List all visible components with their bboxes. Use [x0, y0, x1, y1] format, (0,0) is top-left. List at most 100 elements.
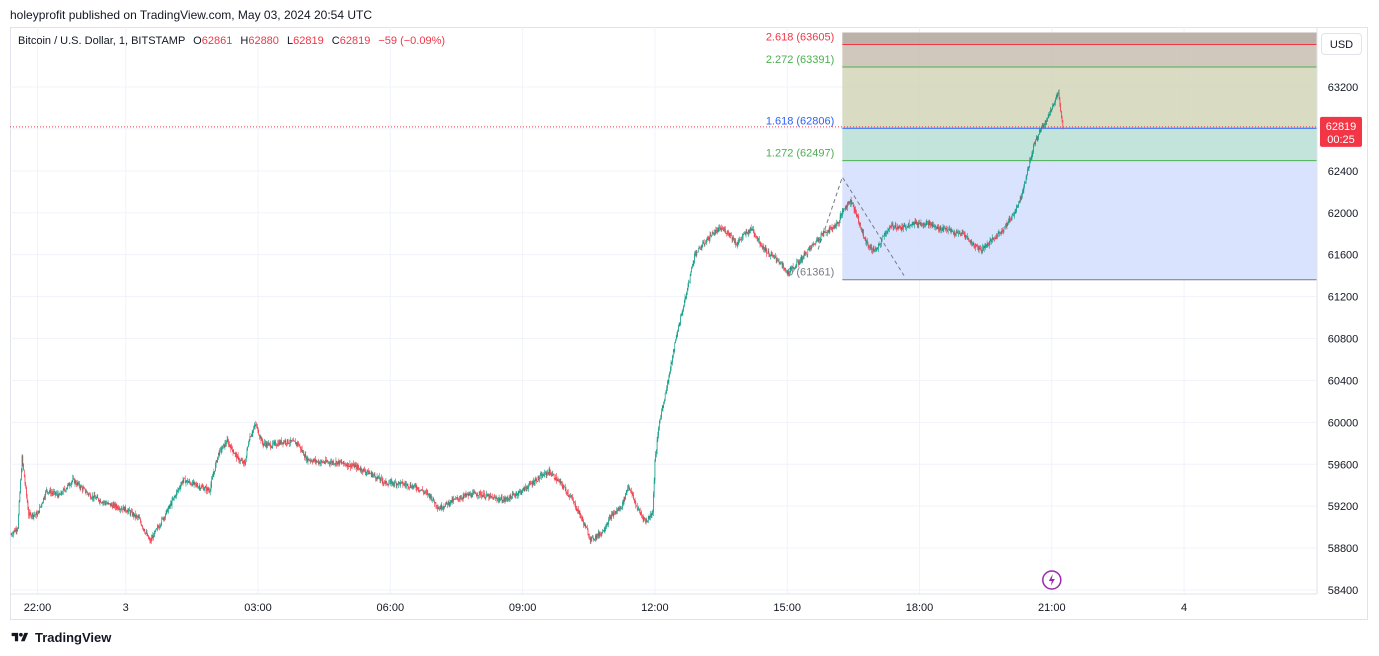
candle-body: [245, 455, 247, 462]
candle-body: [291, 440, 293, 442]
candle-body: [843, 209, 845, 211]
candle-body: [140, 518, 141, 522]
candle-body: [550, 474, 552, 476]
tradingview-footer[interactable]: TradingView: [10, 630, 111, 645]
candle-body: [470, 493, 472, 497]
candle-body: [914, 221, 916, 224]
candle-body: [829, 227, 831, 232]
candle-body: [238, 457, 240, 462]
candle-body: [936, 226, 937, 229]
candle-body: [552, 474, 554, 476]
candle-body: [775, 257, 777, 260]
candle-body: [917, 223, 919, 226]
candle-body: [73, 478, 75, 484]
fib-zone: [842, 66, 1317, 129]
candle-body: [141, 525, 143, 527]
candle-body: [183, 478, 185, 481]
candle-body: [268, 443, 270, 444]
candle-body: [1003, 227, 1005, 230]
candle-body: [702, 243, 703, 247]
candle-body: [811, 245, 812, 250]
candle-body: [896, 227, 898, 229]
candle-body: [537, 476, 539, 482]
price-chart[interactable]: 2.618 (63605) 2.272 (63391) 1.618 (62806) 1…: [10, 27, 1368, 620]
candle-body: [20, 479, 21, 493]
candle-body: [548, 469, 550, 475]
candle-body: [1033, 145, 1034, 152]
candle-body: [544, 472, 545, 476]
candle-body: [533, 480, 534, 485]
candle-body: [280, 440, 282, 444]
candle-body: [353, 463, 354, 466]
candle-body: [789, 269, 791, 274]
candle-body: [402, 481, 404, 486]
candle-body: [427, 492, 429, 496]
candle-body: [710, 234, 712, 237]
candle-body: [760, 244, 762, 246]
candle-body: [380, 477, 382, 481]
candle-body: [313, 459, 315, 461]
candle-body: [1047, 117, 1048, 122]
candle-body: [921, 224, 923, 226]
candle-body: [412, 485, 413, 489]
candle-body: [395, 481, 396, 483]
currency-button[interactable]: USD: [1321, 33, 1362, 55]
candle-body: [797, 261, 799, 264]
candle-body: [480, 492, 482, 496]
candle-body: [338, 460, 340, 465]
candle-body: [334, 463, 335, 465]
candle-body: [619, 507, 620, 509]
candle-body: [870, 247, 872, 248]
candle-body: [310, 460, 312, 462]
candle-body: [831, 227, 832, 228]
candle-body: [561, 481, 562, 484]
candle-body: [285, 440, 287, 444]
candle-body: [793, 267, 795, 269]
candle-body: [1022, 192, 1023, 195]
candle-body: [401, 481, 403, 483]
candle-body: [886, 232, 887, 234]
candle-body: [708, 238, 710, 241]
candle-body: [603, 530, 604, 532]
candle-body: [938, 227, 939, 230]
candle-body: [939, 229, 940, 231]
candle-body: [94, 495, 96, 498]
candle-body: [1036, 137, 1037, 140]
candle-body: [963, 233, 964, 234]
candle-body: [426, 491, 427, 493]
candle-body: [518, 491, 520, 494]
candle-body: [420, 489, 422, 491]
candle-body: [130, 511, 132, 515]
candle-body: [456, 498, 457, 499]
candle-body: [346, 465, 348, 467]
candle-body: [753, 228, 754, 233]
candle-body: [43, 497, 45, 499]
candle-body: [689, 280, 690, 282]
candle-body: [986, 244, 987, 248]
candle-body: [550, 472, 551, 475]
candle-body: [231, 446, 233, 450]
candle-body: [622, 501, 624, 504]
candle-body: [847, 202, 848, 208]
candle-body: [492, 497, 493, 498]
candle-body: [482, 495, 484, 497]
candle-body: [955, 232, 957, 234]
candle-body: [844, 208, 846, 210]
candle-body: [139, 517, 140, 519]
candle-body: [1061, 116, 1063, 121]
candle-body: [434, 502, 436, 504]
candle-body: [700, 247, 702, 250]
candle-body: [789, 273, 790, 275]
candle-body: [643, 517, 645, 520]
candle-body: [128, 509, 129, 511]
candle-body: [52, 492, 54, 494]
candle-body: [182, 480, 184, 483]
candle-body: [448, 501, 450, 505]
candle-body: [732, 237, 734, 240]
candle-body: [1009, 219, 1011, 220]
candle-body: [1007, 222, 1008, 226]
candle-body: [672, 350, 674, 356]
candle-body: [630, 490, 631, 492]
candle-body: [803, 253, 805, 256]
candle-body: [892, 224, 894, 227]
